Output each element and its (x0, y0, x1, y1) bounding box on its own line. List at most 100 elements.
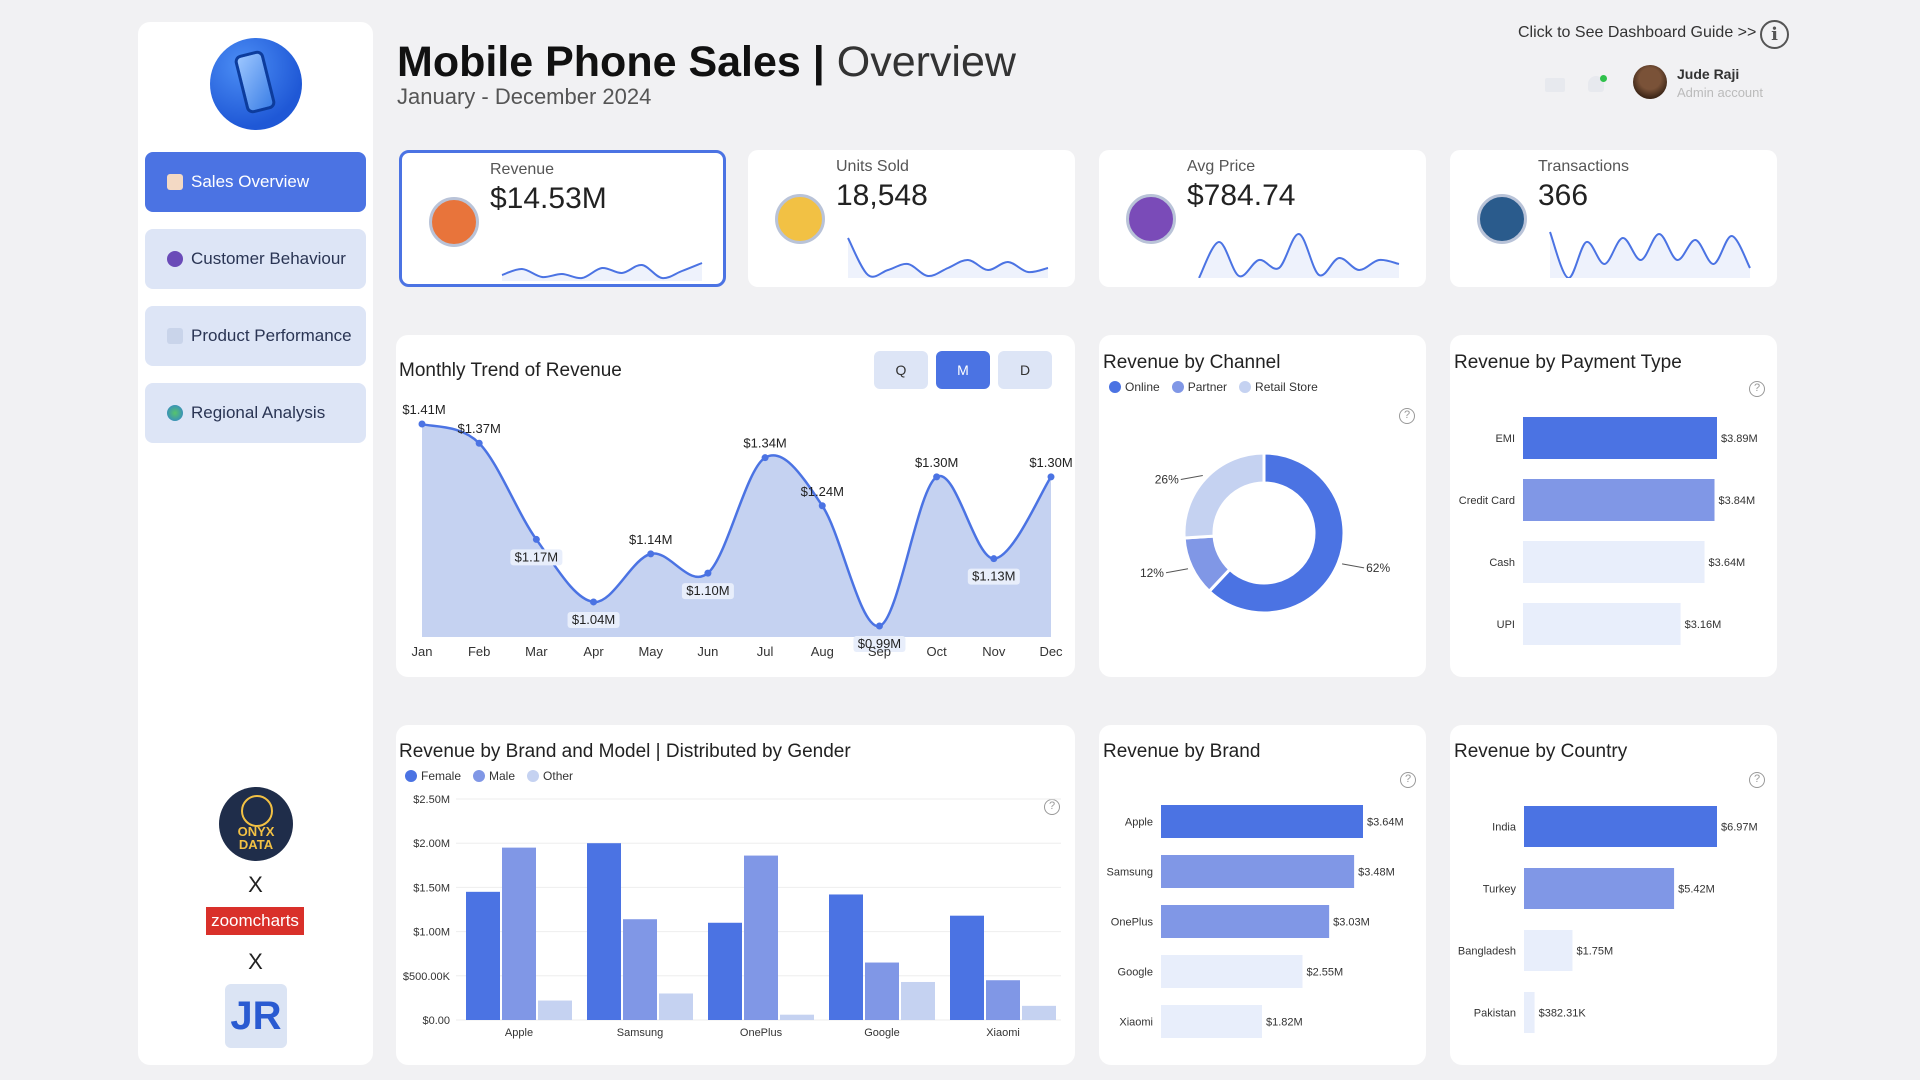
kpi-card-avg-price[interactable]: Avg Price $784.74 (1099, 150, 1426, 287)
sparkline-area (848, 238, 1048, 278)
donut-leader (1180, 475, 1203, 480)
brandgender-title: Revenue by Brand and Model | Distributed… (399, 741, 851, 762)
trend-data-label: $1.14M (629, 532, 672, 547)
kpi-sparkline (501, 262, 703, 281)
kpi-value: $14.53M (490, 182, 607, 215)
trend-point (475, 439, 483, 447)
bar (1161, 905, 1330, 938)
dashboard-guide-link[interactable]: Click to See Dashboard Guide >> (1518, 24, 1757, 41)
legend-item: Female (405, 769, 461, 783)
bar (659, 993, 693, 1020)
wallet-icon (1126, 194, 1176, 244)
payment-title: Revenue by Payment Type (1454, 352, 1682, 373)
bar (1161, 855, 1355, 888)
bar-category-label: OnePlus (1111, 917, 1154, 929)
online-status-dot (1600, 75, 1607, 82)
bar-data-label: $382.31K (1539, 1008, 1587, 1020)
help-icon[interactable]: ? (1400, 772, 1416, 788)
trend-chart: $1.41M Jan $1.37M Feb $1.17M Mar $1.04M Apr $1.1… (402, 402, 1072, 659)
trend-label-bg (567, 611, 620, 628)
x-tick-label: OnePlus (740, 1027, 783, 1039)
kpi-card-units-sold[interactable]: Units Sold 18,548 (748, 150, 1075, 287)
x-tick-label: Samsung (617, 1027, 663, 1039)
bar (986, 980, 1020, 1020)
globe-icon (167, 405, 183, 421)
bar (1524, 806, 1717, 847)
y-tick-label: $1.00M (413, 927, 450, 939)
trend-x-tick: Oct (927, 644, 948, 659)
help-icon[interactable]: ? (1749, 381, 1765, 397)
trend-x-tick: May (638, 644, 663, 659)
channel-chart: 62% 12% 26% (1140, 451, 1390, 615)
day-button[interactable]: D (998, 351, 1052, 389)
bar-data-label: $3.64M (1709, 557, 1746, 569)
trend-point (590, 598, 598, 606)
phone-logo-icon (210, 38, 302, 130)
bar-category-label: Xiaomi (1119, 1017, 1153, 1029)
trend-x-tick: Feb (468, 644, 490, 659)
trend-data-label: $1.37M (457, 421, 500, 436)
donut-data-label: 12% (1140, 566, 1164, 580)
bar (1161, 1005, 1262, 1038)
brand-separator: X (248, 949, 263, 974)
help-icon[interactable]: ? (1749, 772, 1765, 788)
avatar[interactable] (1633, 65, 1667, 99)
bar-data-label: $5.42M (1678, 884, 1715, 896)
bar-category-label: Cash (1489, 557, 1515, 569)
x-tick-label: Xiaomi (986, 1027, 1020, 1039)
trend-label-bg (967, 568, 1020, 585)
quarter-button[interactable]: Q (874, 351, 928, 389)
bar-data-label: $3.16M (1685, 619, 1722, 631)
trend-point (818, 502, 826, 510)
trend-data-label: $1.30M (915, 455, 958, 470)
month-button[interactable]: M (936, 351, 990, 389)
sparkline-line (1549, 231, 1751, 278)
country-chart: India $6.97M Turkey $5.42M Bangladesh $1.75M P… (1458, 806, 1758, 1033)
legend-item: Retail Store (1239, 380, 1318, 394)
bar-data-label: $3.03M (1333, 917, 1370, 929)
sidebar-item-sales-overview[interactable]: Sales Overview (145, 152, 366, 212)
onyx-data-logo: ONYX DATA (219, 787, 293, 861)
trend-data-label: $1.04M (572, 612, 615, 627)
kpi-label: Revenue (490, 161, 555, 178)
sidebar-item-product-performance[interactable]: Product Performance (145, 306, 366, 366)
info-icon[interactable]: i (1760, 20, 1789, 49)
chart-icon (167, 328, 183, 344)
trend-label-bg (853, 636, 906, 652)
bar-category-label: India (1492, 822, 1517, 834)
kpi-value: 18,548 (836, 179, 928, 212)
sidebar-item-label: Regional Analysis (191, 403, 326, 422)
trend-x-tick: Apr (583, 644, 604, 659)
trend-x-tick: Sep (868, 644, 891, 659)
bar-category-label: Credit Card (1459, 495, 1515, 507)
sparkline-area (1550, 232, 1750, 278)
kpi-card-transactions[interactable]: Transactions 366 (1450, 150, 1777, 287)
channel-title: Revenue by Channel (1103, 352, 1281, 373)
sidebar-item-customer-behaviour[interactable]: Customer Behaviour (145, 229, 366, 289)
trend-data-label: $0.99M (858, 636, 901, 651)
trend-label-bg (681, 583, 734, 600)
x-tick-label: Apple (505, 1027, 533, 1039)
sidebar-item-label: Product Performance (191, 326, 352, 345)
kpi-label: Avg Price (1187, 158, 1256, 175)
mail-icon[interactable] (1545, 78, 1565, 92)
trend-point (1047, 473, 1055, 481)
help-icon[interactable]: ? (1399, 408, 1415, 424)
kpi-card-revenue[interactable]: Revenue $14.53M (399, 150, 726, 287)
y-tick-label: $2.00M (413, 838, 450, 850)
trend-title: Monthly Trend of Revenue (399, 360, 622, 381)
bar (950, 915, 984, 1020)
bar-data-label: $1.82M (1266, 1017, 1303, 1029)
trend-data-label: $1.30M (1029, 455, 1072, 470)
trend-x-tick: Jan (412, 644, 433, 659)
bar (538, 1000, 572, 1020)
bar (502, 847, 536, 1020)
country-title: Revenue by Country (1454, 741, 1628, 762)
bar (865, 962, 899, 1020)
trend-data-label: $1.41M (402, 402, 445, 417)
trend-point (418, 420, 426, 428)
sidebar-item-regional-analysis[interactable]: Regional Analysis (145, 383, 366, 443)
kpi-value: 366 (1538, 179, 1589, 212)
trend-point (933, 473, 941, 481)
sparkline-line (501, 262, 703, 280)
